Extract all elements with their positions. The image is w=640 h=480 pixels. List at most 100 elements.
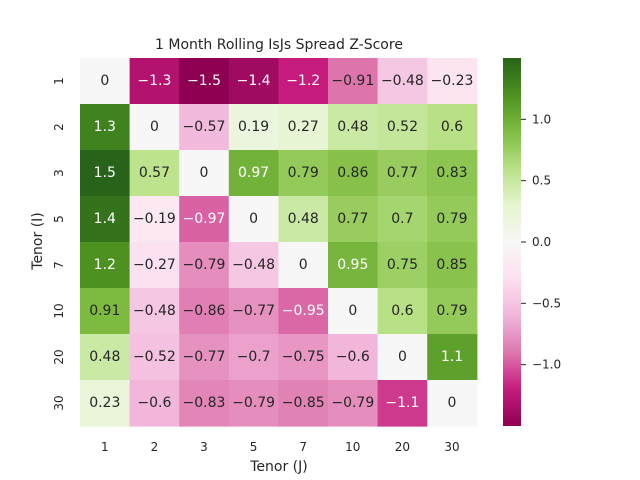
cell-value-label: 0	[348, 303, 357, 319]
heatmap-cell	[427, 196, 478, 243]
heatmap-cell	[228, 242, 279, 289]
cell-value-label: −0.91	[331, 73, 374, 89]
colorbar-tick-label: −0.5	[532, 296, 561, 310]
cell-value-label: 0.52	[387, 119, 418, 135]
cell-value-label: −0.79	[183, 257, 226, 273]
cell-value-label: 0.23	[89, 395, 120, 411]
cell-value-label: −1.3	[137, 73, 171, 89]
heatmap-cell	[377, 380, 428, 427]
y-axis-ticks: 1 2 3 5 7 10 20 30	[52, 77, 66, 410]
heatmap-cell	[228, 104, 279, 151]
heatmap-cell	[377, 104, 428, 151]
heatmap-cell	[228, 58, 279, 105]
x-axis-label: Tenor (J)	[249, 459, 307, 475]
cell-value-label: −0.48	[381, 73, 424, 89]
cell-value-label: 0.97	[238, 165, 269, 181]
heatmap-cell	[377, 150, 428, 197]
cell-value-label: 0	[398, 349, 407, 365]
heatmap-cell	[179, 334, 230, 381]
heatmap-cell	[328, 380, 379, 427]
cell-value-label: 1.4	[94, 211, 116, 227]
cell-value-label: 0.48	[288, 211, 319, 227]
heatmap-cell	[80, 242, 131, 289]
heatmap-cells: 0 −1.3 −1.5 −1.4 −1.2 −0.91 −0.48 −0.23 1.3 0 −0.5…	[80, 58, 478, 427]
heatmap-cell	[228, 288, 279, 335]
x-tick-label: 7	[299, 440, 307, 454]
heatmap-cell	[328, 196, 379, 243]
heatmap-cell	[278, 150, 329, 197]
cell-value-label: −0.52	[133, 349, 176, 365]
cell-value-label: 0	[200, 165, 209, 181]
x-tick-label: 3	[200, 440, 208, 454]
cell-value-label: −0.77	[232, 303, 275, 319]
cell-value-label: 0.91	[89, 303, 120, 319]
cell-value-label: −0.79	[232, 395, 275, 411]
cell-value-label: −0.57	[183, 119, 226, 135]
cell-value-label: −0.83	[183, 395, 226, 411]
cell-value-label: 1.2	[94, 257, 116, 273]
heatmap-cell	[328, 288, 379, 335]
heatmap-cell	[278, 196, 329, 243]
cell-value-label: −0.6	[137, 395, 171, 411]
heatmap-cell	[328, 242, 379, 289]
heatmap-cell	[179, 242, 230, 289]
heatmap-cell	[427, 380, 478, 427]
x-tick-label: 1	[101, 440, 109, 454]
heatmap-cell	[427, 242, 478, 289]
x-tick-label: 20	[395, 440, 410, 454]
cell-value-label: 0.95	[337, 257, 368, 273]
cell-value-label: 1.1	[441, 349, 463, 365]
cell-value-label: −0.97	[183, 211, 226, 227]
heatmap-cell	[179, 104, 230, 151]
colorbar-ticks: 1.0 0.5 0.0 −0.5 −1.0	[521, 112, 561, 372]
heatmap-cell	[278, 380, 329, 427]
cell-value-label: 0.19	[238, 119, 269, 135]
cell-value-label: −1.2	[286, 73, 320, 89]
heatmap-cell	[228, 380, 279, 427]
heatmap-cell	[427, 104, 478, 151]
heatmap-cell	[179, 150, 230, 197]
cell-value-label: 0.77	[387, 165, 418, 181]
cell-value-label: −0.75	[282, 349, 325, 365]
y-tick-label: 2	[52, 123, 66, 131]
cell-value-label: 0	[150, 119, 159, 135]
cell-value-label: 0.6	[441, 119, 463, 135]
heatmap-cell	[278, 58, 329, 105]
y-tick-label: 3	[52, 169, 66, 177]
heatmap-cell	[328, 334, 379, 381]
heatmap-cell	[129, 150, 180, 197]
cell-value-label: −0.85	[282, 395, 325, 411]
heatmap-cell	[278, 288, 329, 335]
heatmap-cell	[80, 334, 131, 381]
cell-value-label: −0.7	[237, 349, 271, 365]
chart-title: 1 Month Rolling IsJs Spread Z-Score	[155, 37, 403, 53]
cell-value-label: −0.95	[282, 303, 325, 319]
cell-value-label: −0.79	[331, 395, 374, 411]
heatmap-cell	[179, 288, 230, 335]
heatmap-cell	[278, 104, 329, 151]
cell-value-label: 0	[249, 211, 258, 227]
cell-value-label: 1.5	[94, 165, 116, 181]
cell-value-label: 0.79	[436, 211, 467, 227]
colorbar-tick-label: 0.0	[532, 235, 551, 249]
heatmap-cell	[228, 196, 279, 243]
heatmap-cell	[278, 242, 329, 289]
cell-value-label: −0.23	[431, 73, 474, 89]
y-tick-label: 30	[52, 395, 66, 410]
heatmap-cell	[80, 104, 131, 151]
cell-value-label: 0	[100, 73, 109, 89]
heatmap-cell	[377, 58, 428, 105]
colorbar	[503, 58, 521, 426]
cell-value-label: −0.6	[336, 349, 370, 365]
cell-value-label: −0.48	[133, 303, 176, 319]
colorbar-tick-label: −1.0	[532, 358, 561, 372]
x-tick-label: 2	[151, 440, 159, 454]
cell-value-label: −0.48	[232, 257, 275, 273]
cell-value-label: 0	[448, 395, 457, 411]
y-tick-label: 20	[52, 349, 66, 364]
cell-value-label: 0.77	[337, 211, 368, 227]
heatmap-cell	[80, 58, 131, 105]
heatmap-cell	[427, 334, 478, 381]
y-tick-label: 7	[52, 261, 66, 269]
